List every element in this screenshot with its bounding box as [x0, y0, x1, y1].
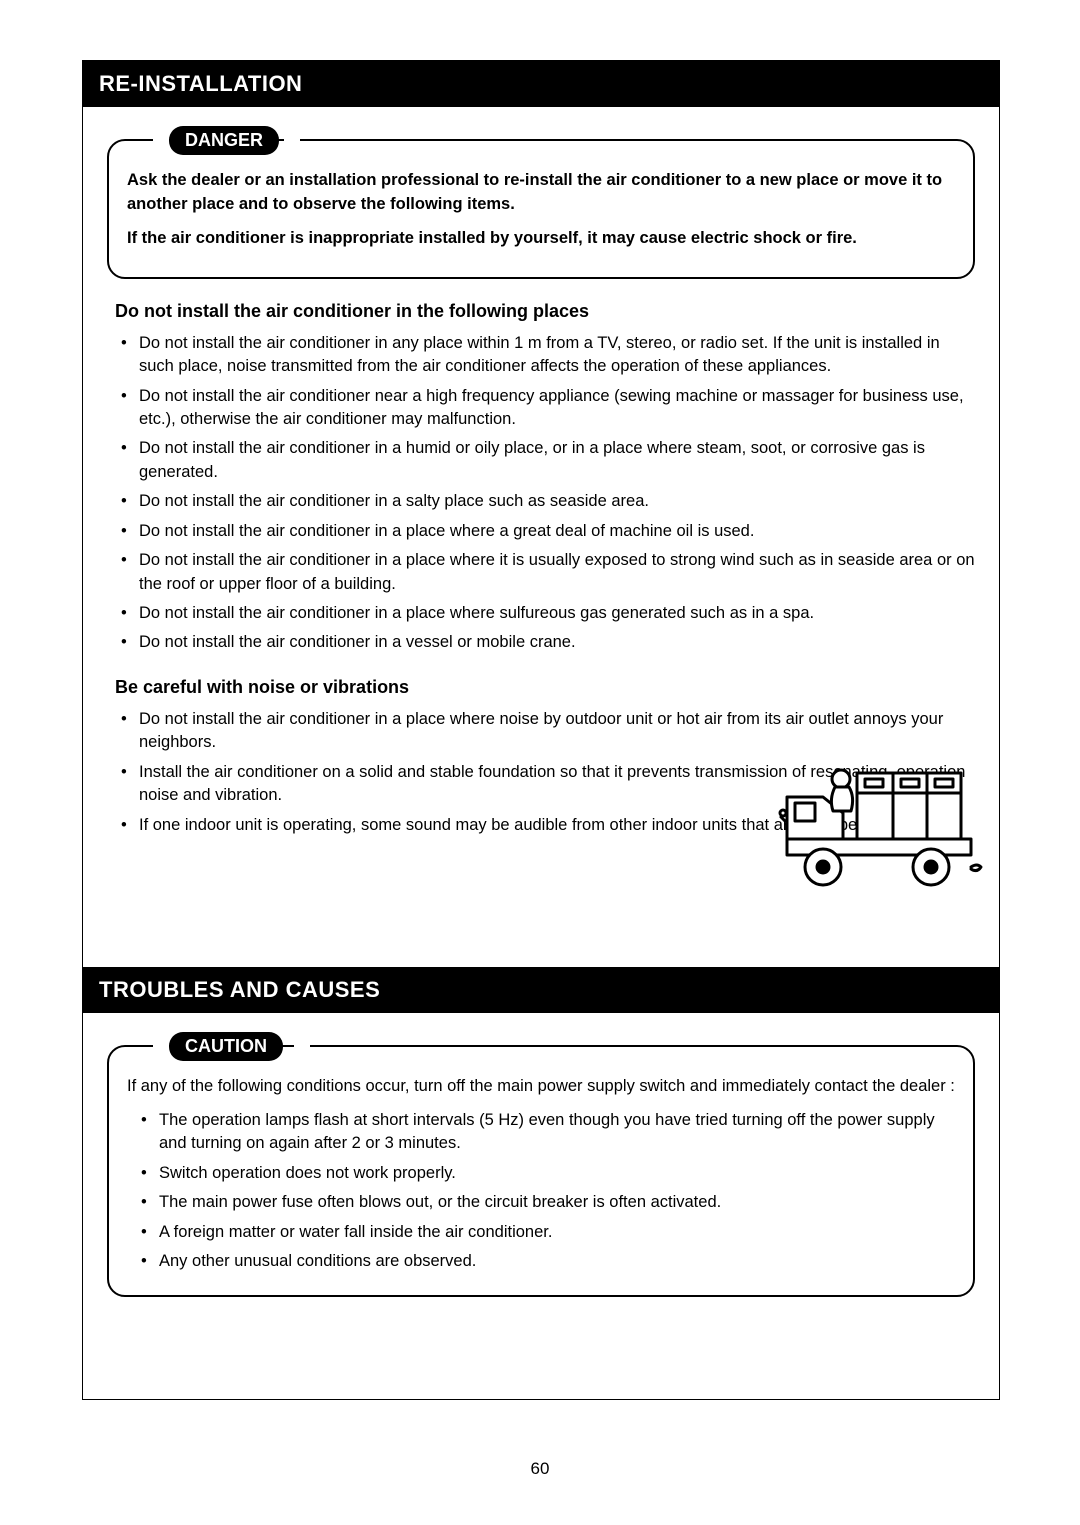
- section-body-reinstallation: DANGER Ask the dealer or an installation…: [83, 107, 999, 967]
- subhead-noise: Be careful with noise or vibrations: [115, 677, 975, 698]
- danger-callout: DANGER Ask the dealer or an installation…: [107, 139, 975, 279]
- list-item: Do not install the air conditioner in an…: [121, 332, 975, 379]
- section-body-troubles: CAUTION If any of the following conditio…: [83, 1013, 999, 1307]
- list-item: Do not install the air conditioner in a …: [121, 631, 975, 654]
- list-item: Do not install the air conditioner near …: [121, 385, 975, 432]
- callout-border-gap: [153, 139, 169, 141]
- list-item: Do not install the air conditioner in a …: [121, 520, 975, 543]
- section-header-troubles: TROUBLES AND CAUSES: [83, 967, 999, 1013]
- list-item: Any other unusual conditions are observe…: [141, 1250, 955, 1273]
- caution-label: CAUTION: [169, 1032, 283, 1061]
- list-item: The main power fuse often blows out, or …: [141, 1191, 955, 1214]
- list-places: Do not install the air conditioner in an…: [107, 332, 975, 655]
- list-item: Do not install the air conditioner in a …: [121, 490, 975, 513]
- list-item: A foreign matter or water fall inside th…: [141, 1221, 955, 1244]
- caution-callout: CAUTION If any of the following conditio…: [107, 1045, 975, 1297]
- danger-text-2: If the air conditioner is inappropriate …: [127, 227, 955, 251]
- callout-border-gap: [294, 1045, 310, 1047]
- page-frame: RE-INSTALLATION DANGER Ask the dealer or…: [82, 60, 1000, 1400]
- truck-illustration-icon: [769, 747, 989, 897]
- list-item: Do not install the air conditioner in a …: [121, 602, 975, 625]
- subhead-places: Do not install the air conditioner in th…: [115, 301, 975, 322]
- page-number: 60: [531, 1459, 550, 1479]
- danger-text-1: Ask the dealer or an installation profes…: [127, 169, 955, 217]
- callout-border-gap: [284, 139, 300, 141]
- list-caution: The operation lamps flash at short inter…: [127, 1109, 955, 1274]
- caution-intro: If any of the following conditions occur…: [127, 1075, 955, 1099]
- danger-label: DANGER: [169, 126, 279, 155]
- list-item: The operation lamps flash at short inter…: [141, 1109, 955, 1156]
- list-item: Do not install the air conditioner in a …: [121, 549, 975, 596]
- list-item: Do not install the air conditioner in a …: [121, 437, 975, 484]
- section-header-reinstallation: RE-INSTALLATION: [83, 61, 999, 107]
- callout-border-gap: [153, 1045, 169, 1047]
- list-item: Switch operation does not work properly.: [141, 1162, 955, 1185]
